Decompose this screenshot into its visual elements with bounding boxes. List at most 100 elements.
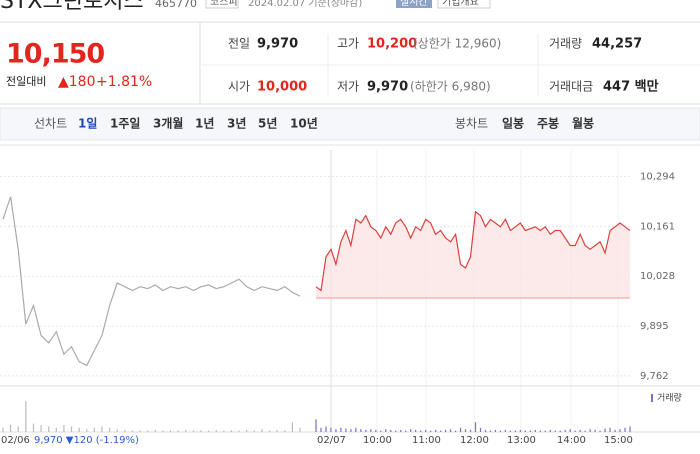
- volume-bar: [162, 430, 164, 432]
- volume-bar: [261, 429, 263, 432]
- x-tick-label: 02/06: [1, 435, 30, 446]
- volume-bar: [554, 430, 556, 432]
- volume-bar: [147, 430, 149, 432]
- stat-value: 9,970: [257, 37, 298, 52]
- volume-bar: [350, 429, 352, 432]
- volume-bar: [200, 430, 202, 432]
- volume-bar: [380, 430, 382, 432]
- stat-value: 447 백만: [603, 79, 659, 95]
- volume-bar: [208, 430, 210, 432]
- volume-bar: [410, 429, 412, 432]
- volume-bar: [504, 429, 506, 432]
- change-label: 전일대비: [6, 74, 46, 88]
- volume-bar: [86, 429, 88, 432]
- tab[interactable]: 1주일: [110, 117, 140, 131]
- y-tick-label: 9,762: [640, 371, 669, 382]
- tab[interactable]: 3년: [227, 117, 246, 131]
- volume-bar: [10, 425, 12, 432]
- volume-bar: [454, 430, 457, 432]
- volume-bar: [614, 429, 616, 432]
- volume-bar: [395, 430, 397, 432]
- tab-label: 선차트: [34, 117, 67, 131]
- volume-bar: [519, 429, 521, 432]
- volume-bar: [185, 429, 187, 432]
- stock-name: STX그린로지스: [0, 0, 144, 14]
- volume-bar: [375, 429, 377, 432]
- volume-bar: [345, 428, 347, 432]
- volume-bar: [360, 429, 362, 432]
- realtime-badge[interactable]: [396, 0, 432, 8]
- volume-bar: [370, 429, 372, 432]
- x-tick-label: 10:00: [363, 435, 392, 446]
- volume-bar: [539, 430, 541, 432]
- volume-bar: [177, 430, 179, 432]
- tab-bar: [0, 107, 700, 141]
- tabs: 선차트 1일 1주일 3개월 1년 3년 5년 10년 봉차트 일봉 주봉 월봉: [34, 116, 594, 131]
- x-tick-label: 13:00: [507, 435, 536, 446]
- volume-bar: [124, 429, 126, 432]
- price-line: [315, 210, 631, 292]
- tab[interactable]: 월봉: [572, 116, 594, 131]
- tab-label: 봉차트: [455, 117, 488, 131]
- volume-bar: [479, 427, 482, 432]
- volume-bar: [78, 427, 80, 432]
- tab[interactable]: 1년: [195, 117, 214, 131]
- volume-bar: [564, 429, 566, 432]
- volume-bar: [609, 427, 611, 432]
- volume-bar: [604, 428, 606, 432]
- volume-bar: [32, 423, 35, 432]
- volume-bar: [514, 430, 516, 432]
- stat-value: 10,000: [257, 80, 307, 95]
- tab[interactable]: 일봉: [502, 117, 524, 131]
- chart: 10,294 10,161 10,028 9,895 9,762 02/06 02/07 10…: [0, 144, 700, 446]
- x-tick-label: 12:00: [460, 435, 489, 446]
- stat-value: 44,257: [592, 37, 642, 52]
- tab[interactable]: 10년: [290, 117, 318, 131]
- company[interactable]: 기업개요: [442, 0, 479, 8]
- volume-bar: [549, 429, 551, 432]
- volume-bar: [335, 429, 337, 432]
- current-price: 10,150: [6, 39, 104, 70]
- volume-bar: [584, 430, 586, 432]
- volume-bar: [315, 419, 317, 432]
- tab[interactable]: 주봉: [537, 117, 559, 131]
- volume-bar: [139, 430, 141, 432]
- market-badge: [205, 0, 239, 9]
- volume-bar: [579, 429, 581, 432]
- volume-bar: [400, 429, 402, 432]
- tab[interactable]: 3개월: [153, 116, 183, 131]
- stat-label: 거래량: [549, 37, 582, 51]
- volume-bar: [469, 429, 472, 432]
- volume-bar: [464, 429, 467, 432]
- volume-bar: [154, 429, 156, 432]
- volume-bar: [70, 426, 73, 432]
- volume-bar: [325, 426, 327, 432]
- stat-note: (상한가 12,960): [413, 37, 501, 51]
- volume-bar: [594, 429, 596, 432]
- y-tick-label: 10,161: [640, 221, 675, 232]
- volume-bar: [192, 430, 194, 432]
- volume-bar: [459, 427, 462, 432]
- volume-bar: [253, 430, 255, 432]
- stock-code: 465770: [155, 0, 197, 10]
- tab[interactable]: 1일: [78, 117, 97, 131]
- market: 코스피: [210, 0, 238, 8]
- volume-bar: [101, 426, 103, 432]
- volume-bar: [559, 430, 561, 432]
- volume-bar: [435, 429, 437, 432]
- x-tick-label: 02/07: [317, 435, 346, 446]
- volume-bar: [569, 429, 571, 432]
- volume-bar: [574, 430, 576, 432]
- stat-label: 저가: [337, 80, 359, 94]
- company-button[interactable]: [437, 0, 491, 9]
- stat-note: (하한가 6,980): [410, 80, 491, 94]
- volume-bar: [425, 429, 427, 432]
- volume-bar: [534, 429, 536, 432]
- tab[interactable]: 5년: [258, 117, 277, 131]
- y-tick-label: 10,294: [640, 172, 675, 183]
- realtime[interactable]: 실시간: [400, 0, 428, 8]
- volume-bar: [619, 429, 621, 432]
- stats: 전일 9,970 고가 10,200(상한가 12,960) 거래량 44,257 시가 10…: [228, 34, 659, 96]
- volume-bar: [55, 427, 57, 432]
- rate: +1.81%: [96, 74, 152, 90]
